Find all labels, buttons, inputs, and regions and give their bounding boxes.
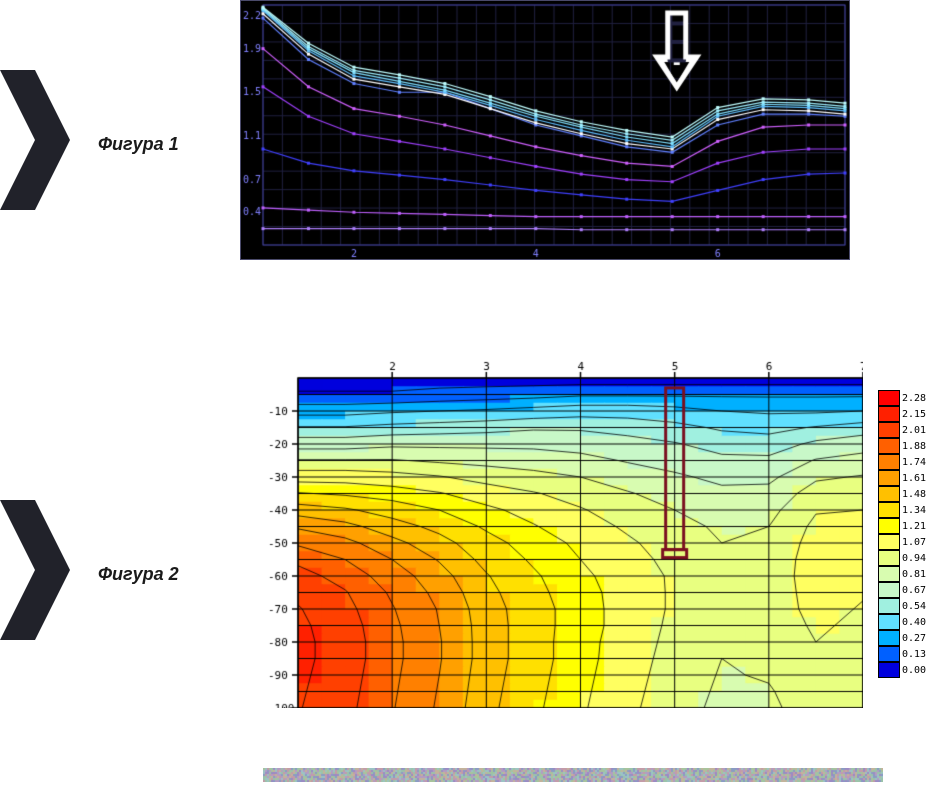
legend-item: 0.00 <box>878 662 926 678</box>
legend-swatch <box>878 662 900 678</box>
legend-item: 1.07 <box>878 534 926 550</box>
legend-value: 0.40 <box>902 617 926 628</box>
legend-swatch <box>878 566 900 582</box>
legend-swatch <box>878 550 900 566</box>
legend-value: 0.27 <box>902 633 926 644</box>
legend-item: 0.40 <box>878 614 926 630</box>
legend-item: 1.74 <box>878 454 926 470</box>
legend-value: 1.21 <box>902 521 926 532</box>
legend-swatch <box>878 422 900 438</box>
line-chart <box>240 0 850 260</box>
legend-item: 0.94 <box>878 550 926 566</box>
legend-value: 0.13 <box>902 649 926 660</box>
legend-swatch <box>878 486 900 502</box>
legend-swatch <box>878 438 900 454</box>
legend-swatch <box>878 502 900 518</box>
heatmap-legend: 2.28 2.15 2.01 1.88 1.74 1.61 1.48 1.34 1.21 1.07… <box>878 390 926 678</box>
legend-value: 1.34 <box>902 505 926 516</box>
legend-value: 0.00 <box>902 665 926 676</box>
noise-decoration <box>263 768 883 782</box>
legend-value: 1.48 <box>902 489 926 500</box>
legend-item: 2.01 <box>878 422 926 438</box>
figure2-label: Фигура 2 <box>98 564 179 585</box>
legend-item: 1.21 <box>878 518 926 534</box>
legend-value: 1.61 <box>902 473 926 484</box>
legend-value: 2.15 <box>902 409 926 420</box>
legend-value: 0.67 <box>902 585 926 596</box>
contour-heatmap <box>263 358 863 708</box>
legend-swatch <box>878 582 900 598</box>
legend-swatch <box>878 534 900 550</box>
legend-swatch <box>878 518 900 534</box>
legend-value: 1.88 <box>902 441 926 452</box>
legend-value: 1.74 <box>902 457 926 468</box>
legend-value: 0.54 <box>902 601 926 612</box>
legend-value: 0.94 <box>902 553 926 564</box>
legend-swatch <box>878 406 900 422</box>
legend-item: 0.54 <box>878 598 926 614</box>
legend-item: 0.81 <box>878 566 926 582</box>
legend-item: 1.34 <box>878 502 926 518</box>
figure1-label: Фигура 1 <box>98 134 179 155</box>
legend-swatch <box>878 470 900 486</box>
legend-swatch <box>878 598 900 614</box>
legend-value: 2.01 <box>902 425 926 436</box>
legend-swatch <box>878 646 900 662</box>
legend-swatch <box>878 630 900 646</box>
section-marker-2 <box>0 500 70 640</box>
legend-swatch <box>878 390 900 406</box>
legend-item: 0.67 <box>878 582 926 598</box>
legend-item: 1.61 <box>878 470 926 486</box>
legend-item: 0.27 <box>878 630 926 646</box>
legend-item: 0.13 <box>878 646 926 662</box>
legend-item: 2.15 <box>878 406 926 422</box>
section-marker-1 <box>0 70 70 210</box>
legend-value: 2.28 <box>902 393 926 404</box>
legend-item: 1.88 <box>878 438 926 454</box>
legend-value: 0.81 <box>902 569 926 580</box>
legend-swatch <box>878 454 900 470</box>
legend-item: 2.28 <box>878 390 926 406</box>
legend-swatch <box>878 614 900 630</box>
legend-item: 1.48 <box>878 486 926 502</box>
legend-value: 1.07 <box>902 537 926 548</box>
